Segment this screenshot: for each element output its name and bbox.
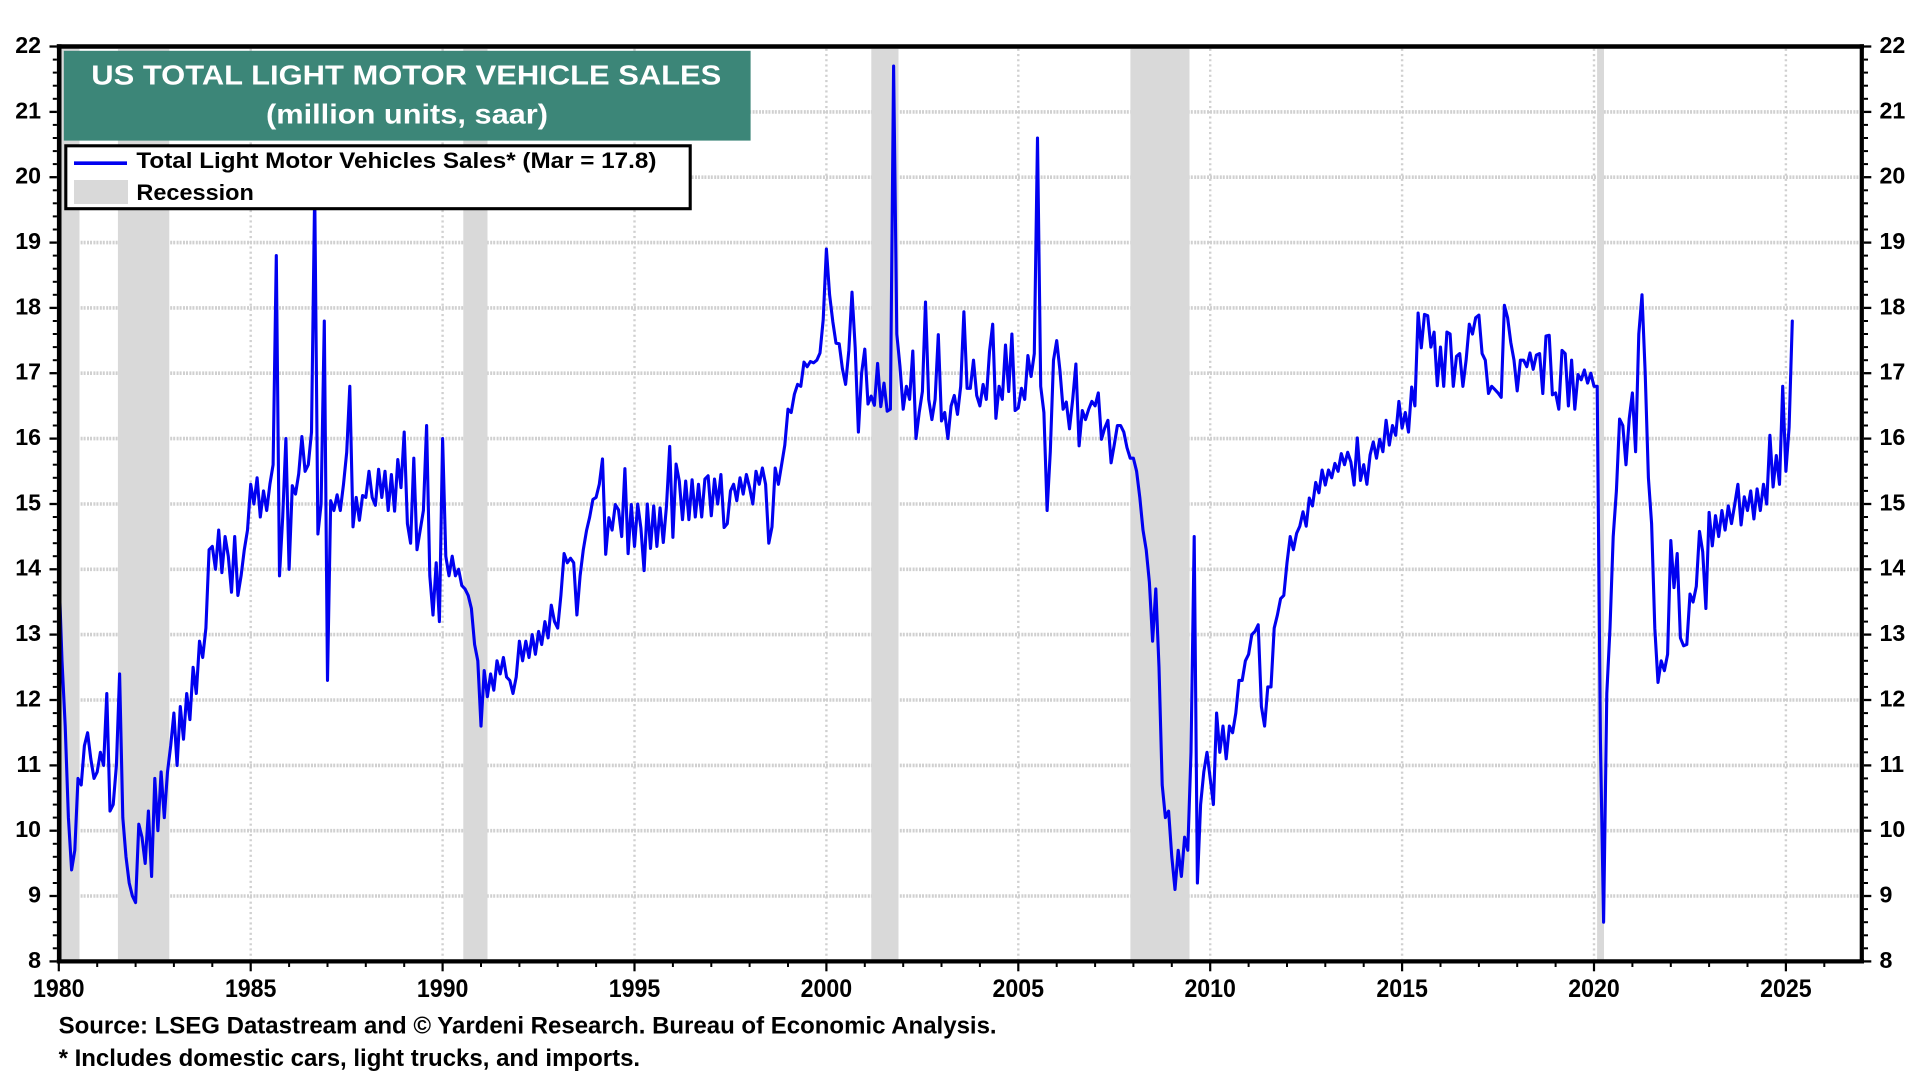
svg-text:2005: 2005 xyxy=(993,975,1045,1003)
svg-text:21: 21 xyxy=(15,97,41,123)
svg-text:20: 20 xyxy=(1880,163,1906,189)
svg-text:Source: LSEG Datastream and ©: Source: LSEG Datastream and © Yardeni Re… xyxy=(59,1013,997,1040)
svg-text:2000: 2000 xyxy=(801,975,853,1003)
svg-text:22: 22 xyxy=(15,32,41,58)
svg-text:14: 14 xyxy=(15,555,41,581)
svg-text:13: 13 xyxy=(15,620,41,646)
svg-text:20: 20 xyxy=(15,163,41,189)
svg-text:15: 15 xyxy=(1880,489,1906,515)
svg-text:21: 21 xyxy=(1880,97,1906,123)
svg-text:(million units, saar): (million units, saar) xyxy=(266,99,548,130)
svg-text:8: 8 xyxy=(28,947,41,973)
svg-text:12: 12 xyxy=(15,685,41,711)
svg-text:16: 16 xyxy=(1880,424,1906,450)
svg-text:1995: 1995 xyxy=(609,975,661,1003)
svg-text:8: 8 xyxy=(1880,947,1893,973)
svg-text:2020: 2020 xyxy=(1568,975,1620,1003)
svg-text:12: 12 xyxy=(1880,685,1906,711)
svg-text:10: 10 xyxy=(15,816,41,842)
svg-text:2015: 2015 xyxy=(1376,975,1428,1003)
svg-text:10: 10 xyxy=(1880,816,1906,842)
svg-text:17: 17 xyxy=(1880,359,1906,385)
svg-text:14: 14 xyxy=(1880,555,1906,581)
svg-text:11: 11 xyxy=(1880,751,1905,777)
svg-text:* Includes domestic cars, ligh: * Includes domestic cars, light trucks, … xyxy=(59,1045,640,1072)
svg-text:2025: 2025 xyxy=(1760,975,1812,1003)
svg-text:Recession: Recession xyxy=(136,180,254,205)
svg-text:19: 19 xyxy=(1880,228,1906,254)
svg-text:22: 22 xyxy=(1880,32,1906,58)
svg-text:15: 15 xyxy=(15,489,41,515)
svg-text:18: 18 xyxy=(15,293,41,319)
svg-text:1980: 1980 xyxy=(33,975,85,1003)
svg-text:2010: 2010 xyxy=(1184,975,1236,1003)
svg-text:19: 19 xyxy=(15,228,41,254)
svg-text:9: 9 xyxy=(28,881,41,907)
svg-text:1985: 1985 xyxy=(225,975,277,1003)
svg-text:18: 18 xyxy=(1880,293,1906,319)
svg-text:11: 11 xyxy=(16,751,41,777)
svg-text:Total Light Motor Vehicles Sal: Total Light Motor Vehicles Sales* (Mar =… xyxy=(136,148,656,173)
svg-text:9: 9 xyxy=(1880,881,1893,907)
svg-text:16: 16 xyxy=(15,424,41,450)
svg-text:17: 17 xyxy=(15,359,41,385)
svg-text:US TOTAL LIGHT MOTOR VEHICLE S: US TOTAL LIGHT MOTOR VEHICLE SALES xyxy=(91,60,721,91)
svg-text:13: 13 xyxy=(1880,620,1906,646)
svg-text:1990: 1990 xyxy=(417,975,469,1003)
